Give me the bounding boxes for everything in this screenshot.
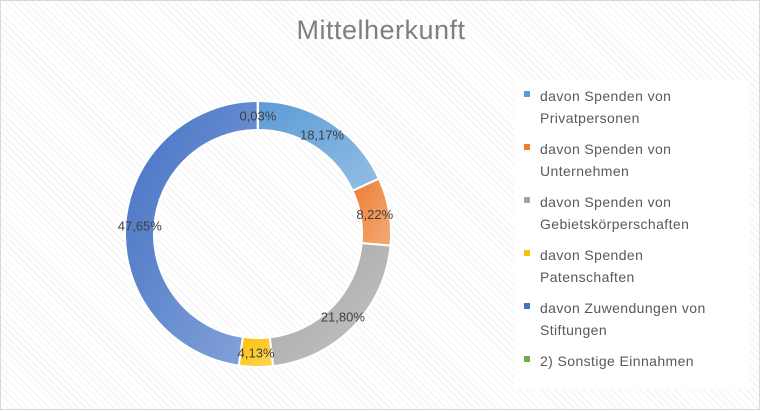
legend-item: davon Spenden von Unternehmen	[514, 138, 750, 182]
data-label: 18,17%	[300, 127, 345, 142]
data-label: 8,22%	[356, 207, 393, 222]
legend: davon Spenden von Privatpersonen davon Sp…	[514, 81, 750, 389]
donut-slice	[270, 243, 391, 366]
legend-item: 2) Sonstige Einnahmen	[514, 350, 750, 372]
legend-swatch	[524, 144, 530, 150]
legend-swatch	[524, 197, 530, 203]
legend-swatch	[524, 91, 530, 97]
data-label: 47,65%	[118, 218, 163, 233]
data-label: 4,13%	[238, 345, 275, 360]
data-label: 21,80%	[321, 310, 366, 325]
legend-label: 2) Sonstige Einnahmen	[540, 350, 750, 372]
legend-swatch	[524, 356, 530, 362]
data-label: 0,03%	[239, 109, 276, 124]
legend-item: davon Spenden von Gebietskörperschaften	[514, 191, 750, 235]
legend-item: davon Zuwendungen von Stiftungen	[514, 297, 750, 341]
legend-swatch	[524, 303, 530, 309]
legend-item: davon Spenden von Privatpersonen	[514, 85, 750, 129]
legend-label: davon Spenden von Privatpersonen	[540, 85, 750, 129]
legend-label: davon Spenden von Gebietskörperschaften	[540, 191, 750, 235]
legend-label: davon Spenden von Unternehmen	[540, 138, 750, 182]
legend-item: davon Spenden Patenschaften	[514, 244, 750, 288]
legend-swatch	[524, 250, 530, 256]
legend-label: davon Spenden Patenschaften	[540, 244, 750, 288]
legend-label: davon Zuwendungen von Stiftungen	[540, 297, 750, 341]
